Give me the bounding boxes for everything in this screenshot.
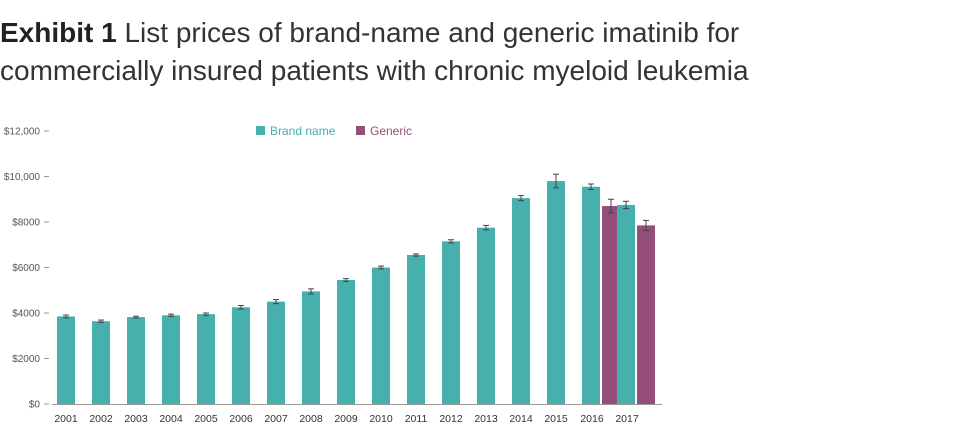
exhibit-label: Exhibit 1 xyxy=(0,17,117,48)
y-axis: $0 $2000 $4000 $6000 $8000 $10,000 $12,000 xyxy=(4,127,49,411)
bar-brand-name xyxy=(267,301,285,404)
x-tick-label: 2002 xyxy=(89,413,113,425)
bar-brand-name xyxy=(232,307,250,404)
bar-brand-name xyxy=(547,181,565,404)
bar-brand-name xyxy=(57,316,75,404)
x-tick-label: 2006 xyxy=(229,413,253,425)
y-tick-label: $4000 xyxy=(12,309,40,320)
x-tick-label: 2017 xyxy=(615,413,639,425)
bar-brand-name xyxy=(617,204,635,404)
bar-brand-name xyxy=(477,227,495,404)
y-tick-label: $6000 xyxy=(12,263,40,274)
bar-brand-name xyxy=(442,241,460,404)
x-axis: 2001 2002 2003 2004 2005 2006 2007 2008 2009 2010… xyxy=(52,404,662,425)
x-tick-label: 2003 xyxy=(124,413,148,425)
y-tick-label: $10,000 xyxy=(4,172,41,183)
bar-generic xyxy=(637,225,655,404)
legend: Brand name Generic xyxy=(256,124,412,138)
y-tick-label: $0 xyxy=(29,400,41,411)
x-tick-label: 2016 xyxy=(580,413,604,425)
x-tick-label: 2015 xyxy=(544,413,568,425)
bar-brand-name xyxy=(127,317,145,404)
chart-title: Exhibit 1 List prices of brand-name and … xyxy=(0,14,900,90)
y-tick-label: $2000 xyxy=(12,354,40,365)
bars-group xyxy=(57,173,655,404)
y-tick-label: $12,000 xyxy=(4,127,41,138)
legend-brand-name-label: Brand name xyxy=(270,124,336,138)
x-tick-label: 2011 xyxy=(405,413,428,425)
x-tick-label: 2004 xyxy=(159,413,183,425)
bar-brand-name xyxy=(582,186,600,404)
x-tick-label: 2008 xyxy=(299,413,323,425)
bar-brand-name xyxy=(162,315,180,404)
y-tick-label: $8000 xyxy=(12,218,40,229)
bar-brand-name xyxy=(337,280,355,404)
title-text: List prices of brand-name and generic im… xyxy=(0,17,749,86)
x-tick-label: 2007 xyxy=(264,413,288,425)
x-tick-label: 2014 xyxy=(509,413,533,425)
bar-brand-name xyxy=(197,314,215,404)
bar-brand-name xyxy=(372,267,390,404)
bar-brand-name xyxy=(302,291,320,404)
x-tick-label: 2012 xyxy=(439,413,463,425)
bar-brand-name xyxy=(512,198,530,404)
legend-generic-swatch xyxy=(356,126,365,135)
x-tick-label: 2005 xyxy=(194,413,218,425)
bar-brand-name xyxy=(407,254,425,404)
x-tick-label: 2010 xyxy=(369,413,393,425)
x-tick-label: 2001 xyxy=(54,413,78,425)
bar-brand-name xyxy=(92,321,110,404)
x-tick-label: 2013 xyxy=(474,413,498,425)
x-tick-label: 2009 xyxy=(334,413,358,425)
bar-generic xyxy=(602,206,620,404)
legend-generic-label: Generic xyxy=(370,124,412,138)
legend-brand-name-swatch xyxy=(256,126,265,135)
